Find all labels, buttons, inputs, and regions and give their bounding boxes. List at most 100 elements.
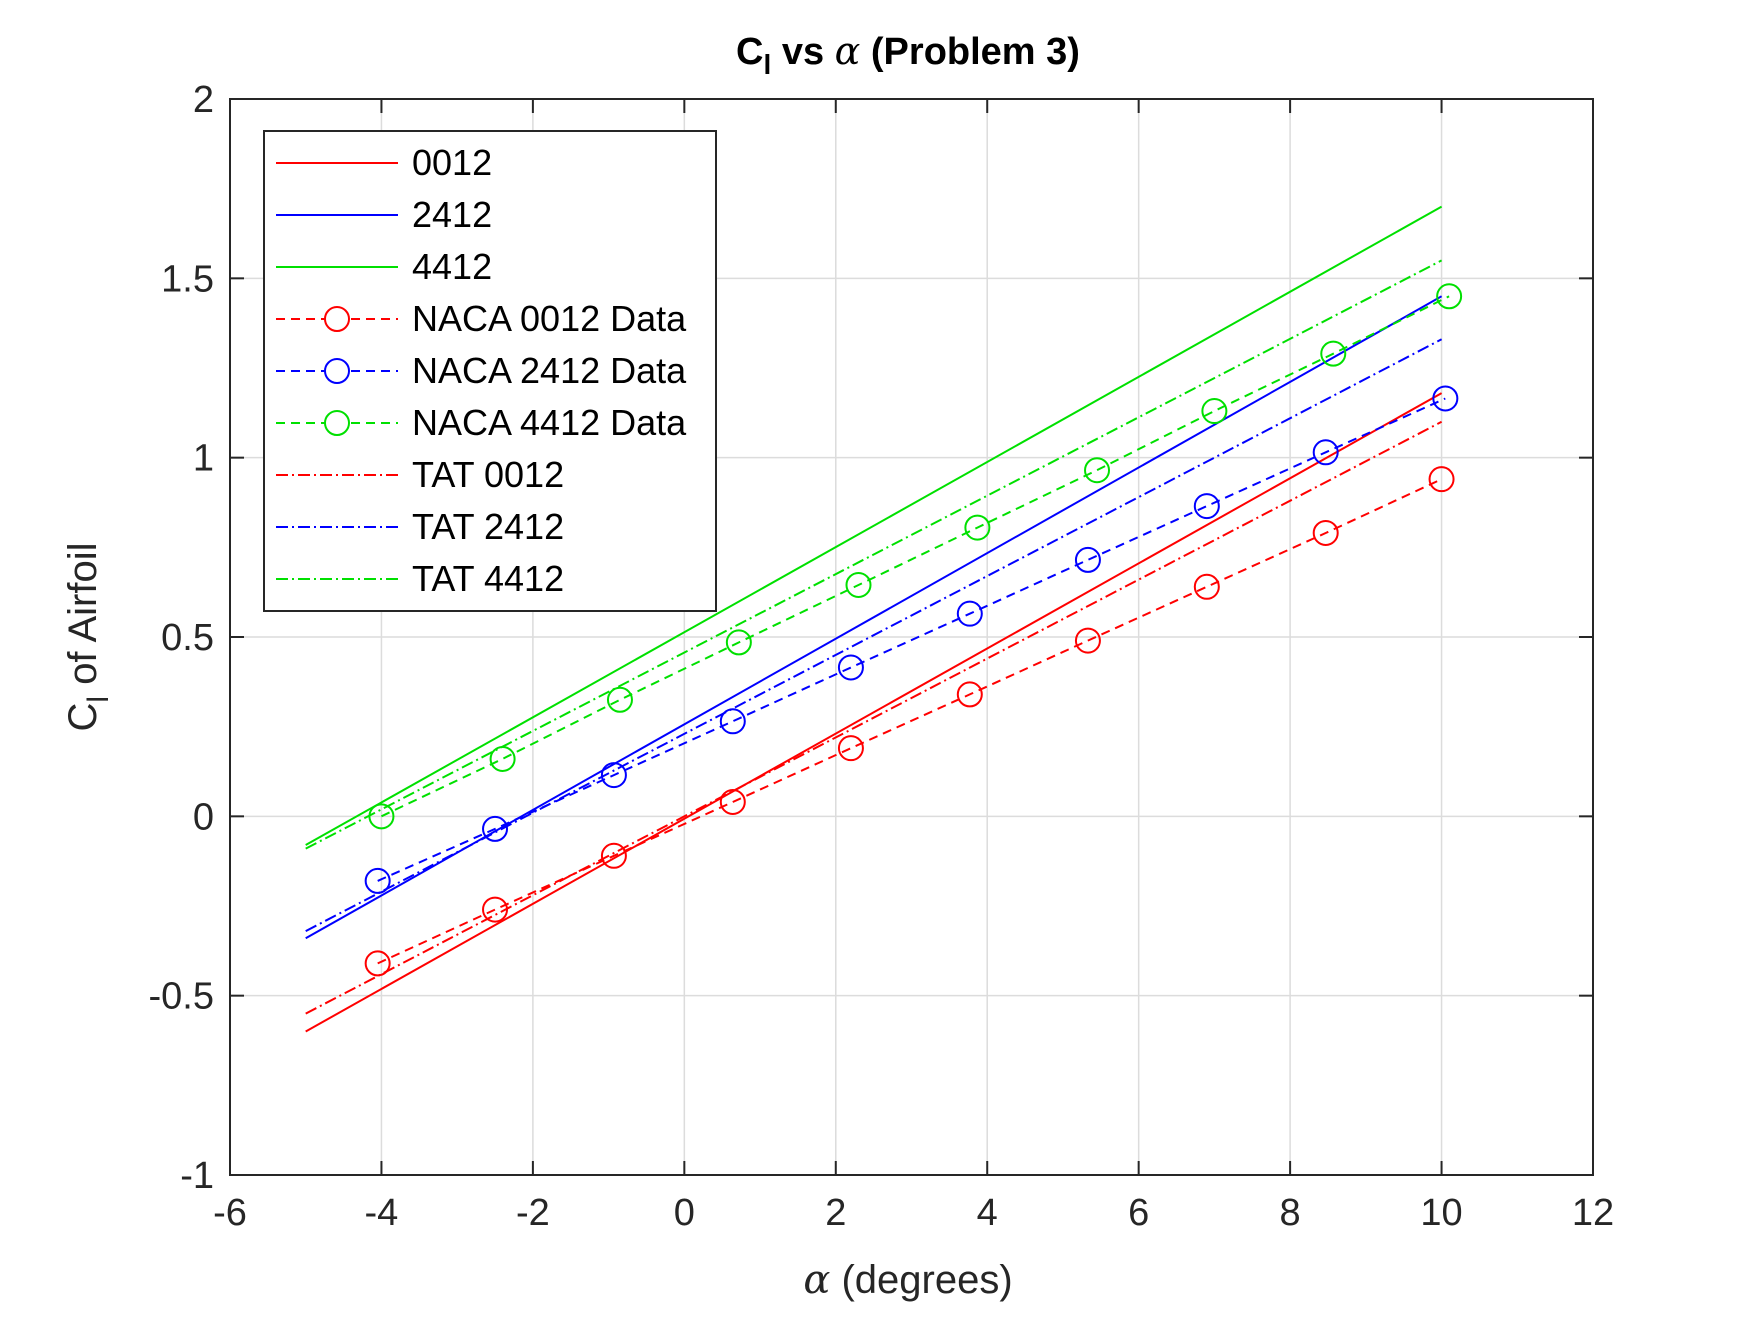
data-point [725, 629, 752, 656]
y-tick-label: -1 [180, 1155, 214, 1197]
y-tick-label: 1 [193, 438, 214, 480]
data-point [606, 686, 633, 713]
data-point [1432, 385, 1459, 412]
data-point [845, 571, 872, 598]
title-greek: α [835, 29, 861, 73]
y-axis-label-subscript: l [82, 696, 115, 703]
data-point [600, 762, 627, 789]
data-point [956, 681, 983, 708]
legend-entry: 0012 [276, 142, 492, 183]
x-tick-label: 8 [1280, 1192, 1301, 1234]
series-tat-2412 [305, 338, 1443, 932]
y-axis-label: Cl of Airfoil [61, 543, 115, 732]
series-line [305, 205, 1443, 846]
data-point [964, 514, 991, 541]
data-point [1074, 627, 1101, 654]
data-point [1320, 340, 1347, 367]
data-point [364, 867, 391, 894]
data-point [956, 600, 983, 627]
x-axis-label-text: (degrees) [830, 1258, 1012, 1302]
y-tick-label: 2 [193, 79, 214, 121]
y-tick-label: 0.5 [161, 617, 214, 659]
series-2412 [305, 295, 1443, 940]
x-tick-label: -4 [365, 1192, 399, 1234]
data-point [1312, 439, 1339, 466]
legend-entry: NACA 2412 Data [276, 350, 687, 391]
legend-entry: 2412 [276, 194, 492, 235]
data-point [1436, 283, 1463, 310]
axes [229, 98, 1594, 1176]
legend-entry: TAT 2412 [276, 506, 564, 547]
data-point [1084, 457, 1111, 484]
legend-entry: NACA 4412 Data [276, 402, 687, 443]
x-tick-label: 12 [1572, 1192, 1614, 1234]
series-line [377, 397, 1446, 882]
legend-label: 4412 [412, 246, 492, 287]
series-4412 [305, 205, 1443, 846]
series-line [377, 478, 1443, 965]
legend: 0012 2412 4412 NACA 0012 Data NACA 2412 Data… [263, 130, 717, 612]
series-line [305, 295, 1443, 940]
data-point [1193, 493, 1220, 520]
x-tick-label: 2 [825, 1192, 846, 1234]
legend-entry: TAT 0012 [276, 454, 564, 495]
x-tick-label: 6 [1128, 1192, 1149, 1234]
y-tick-label: 1.5 [161, 258, 214, 300]
legend-label: NACA 4412 Data [412, 402, 687, 443]
legend-label: NACA 2412 Data [412, 350, 687, 391]
title-end: (Problem 3) [860, 31, 1080, 73]
legend-marker-sample [324, 306, 350, 332]
legend-entry: 4412 [276, 246, 492, 287]
data-point [1312, 519, 1339, 546]
series-tat-4412 [305, 259, 1443, 850]
title-main: C [736, 31, 763, 73]
legend-label: 0012 [412, 142, 492, 183]
series-naca-4412-data [368, 283, 1463, 830]
data-point [1201, 398, 1228, 425]
data-point [719, 708, 746, 735]
legend-label: TAT 4412 [412, 558, 564, 599]
series-0012 [305, 392, 1443, 1033]
y-axis-label-main: C [61, 703, 105, 732]
data-point [1428, 466, 1455, 493]
x-tick-label: -6 [213, 1192, 247, 1234]
y-tick-label: 0 [193, 796, 214, 838]
x-tick-label: 0 [674, 1192, 695, 1234]
series-tat-0012 [305, 420, 1443, 1015]
x-tick-label: -2 [516, 1192, 550, 1234]
x-axis-label: α (degrees) [803, 1257, 1012, 1303]
data-point [1193, 573, 1220, 600]
data-point [600, 842, 627, 869]
data-point [1074, 546, 1101, 573]
y-tick-label: -0.5 [149, 976, 214, 1018]
data-point [837, 654, 864, 681]
series-line [305, 420, 1443, 1015]
legend-marker-sample [324, 410, 350, 436]
x-axis-label-greek: α [803, 1257, 830, 1303]
series-line [380, 295, 1450, 818]
series-line [305, 338, 1443, 932]
series-naca-0012-data [364, 466, 1455, 977]
legend-label: TAT 0012 [412, 454, 564, 495]
title-subscript: l [764, 49, 772, 80]
y-axis-label-text: of Airfoil [61, 543, 105, 696]
legend-label: NACA 0012 Data [412, 298, 687, 339]
series-naca-2412-data [364, 385, 1459, 894]
legend-label: TAT 2412 [412, 506, 564, 547]
data-point [719, 788, 746, 815]
data-point [364, 950, 391, 977]
data-point [837, 735, 864, 762]
legend-label: 2412 [412, 194, 492, 235]
chart-title: Cl vs α (Problem 3) [736, 29, 1080, 80]
series-line [305, 259, 1443, 850]
legend-entry: NACA 0012 Data [276, 298, 687, 339]
data-point [482, 815, 509, 842]
x-tick-label: 10 [1420, 1192, 1462, 1234]
series-line [305, 392, 1443, 1033]
plot-series [305, 205, 1463, 1033]
legend-entry: TAT 4412 [276, 558, 564, 599]
tick-labels: -6 -4 -2 0 2 4 6 8 10 12 -1 -0.5 0 0.5 1 1.5 2 [149, 79, 1615, 1234]
title-middle: vs [771, 31, 834, 73]
